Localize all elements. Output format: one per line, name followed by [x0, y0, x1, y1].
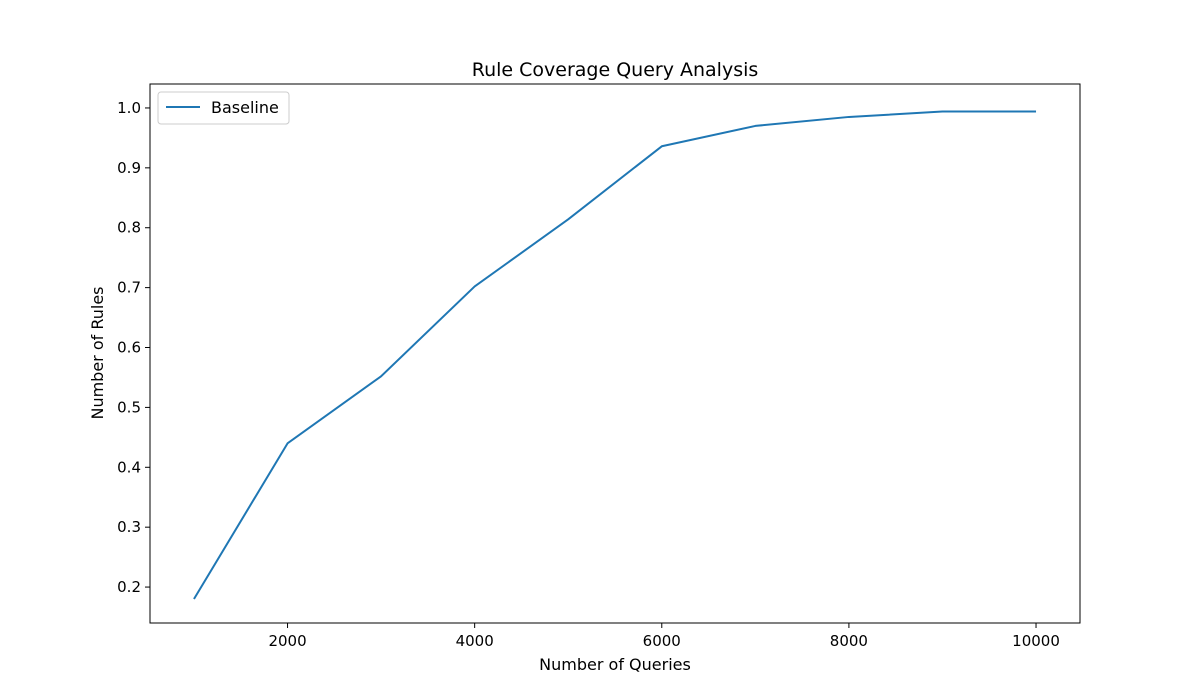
x-tick-label: 8000 — [830, 632, 868, 650]
chart-title: Rule Coverage Query Analysis — [472, 59, 759, 81]
data-point — [567, 218, 569, 220]
data-point — [941, 111, 943, 113]
x-tick-label: 10000 — [1012, 632, 1060, 650]
y-tick-label: 0.6 — [117, 339, 141, 357]
data-point — [848, 116, 850, 118]
data-point — [754, 125, 756, 127]
data-point — [661, 145, 663, 147]
legend-frame — [157, 91, 290, 125]
data-point — [474, 285, 476, 287]
plot-area-frame — [149, 83, 1081, 624]
y-tick-label: 0.4 — [117, 458, 141, 476]
y-tick-label: 0.7 — [117, 279, 141, 297]
y-tick-label: 1.0 — [117, 99, 141, 117]
x-axis-label: Number of Queries — [539, 655, 691, 674]
data-point — [1035, 111, 1037, 113]
y-tick-label: 0.5 — [117, 398, 141, 416]
y-axis-label: Number of Rules — [88, 286, 107, 419]
x-tick-label: 6000 — [643, 632, 681, 650]
y-axis-ticks: 0.2 0.3 0.4 0.5 0.6 0.7 0.8 0.9 1.0 — [117, 99, 150, 596]
legend: Baseline — [157, 91, 290, 125]
data-point — [193, 598, 195, 600]
x-tick-label: 4000 — [456, 632, 494, 650]
legend-label-baseline: Baseline — [211, 98, 279, 117]
data-point — [380, 375, 382, 377]
y-tick-label: 0.2 — [117, 578, 141, 596]
y-tick-label: 0.8 — [117, 219, 141, 237]
x-tick-label: 2000 — [268, 632, 306, 650]
data-point — [287, 442, 289, 444]
series-layer — [193, 110, 1037, 600]
x-axis-ticks: 2000 4000 6000 8000 10000 — [268, 623, 1060, 650]
y-tick-label: 0.9 — [117, 159, 141, 177]
series-line-baseline — [193, 110, 1037, 600]
y-tick-label: 0.3 — [117, 518, 141, 536]
